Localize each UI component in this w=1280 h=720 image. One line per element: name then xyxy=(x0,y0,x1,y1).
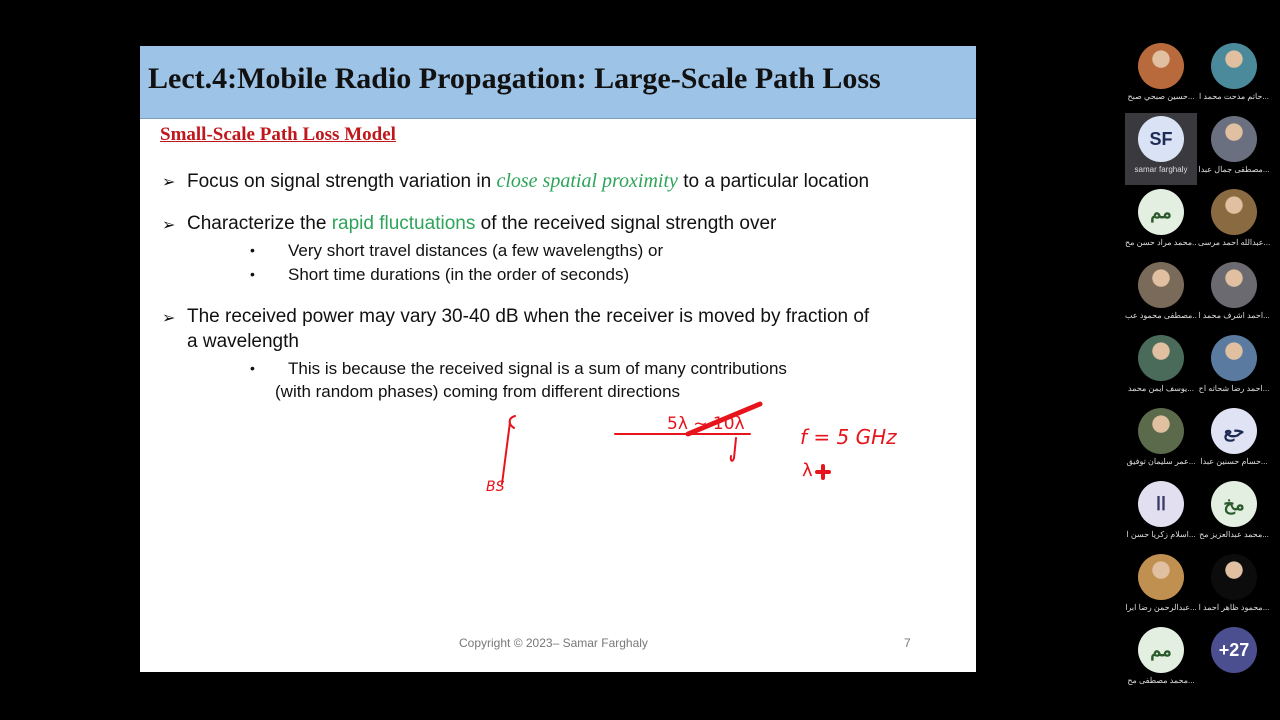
participant-tile[interactable]: حع حسام حسنين عبدا... xyxy=(1198,405,1270,477)
sub-bullet-dot: • xyxy=(250,266,255,282)
avatar-initials: مم xyxy=(1138,189,1184,235)
slide-title: Lect.4:Mobile Radio Propagation: Large-S… xyxy=(148,62,881,95)
bullet-1-text: Focus on signal strength variation in xyxy=(187,171,497,192)
participant-tile[interactable]: عبدالرحمن رضا ابرا... xyxy=(1125,551,1197,623)
participant-name: حاتم مدحت محمد ا... xyxy=(1198,92,1270,101)
participant-name: اسلام زكريا حسن ا... xyxy=(1126,530,1196,539)
sub-bullet-dot: • xyxy=(250,360,255,376)
avatar xyxy=(1138,262,1184,308)
participant-tile[interactable]: يوسف ايمن محمد... xyxy=(1125,332,1197,404)
participant-name: عمر سليمان توفيق... xyxy=(1126,457,1196,466)
participant-tile[interactable]: محمود ظاهر احمد ا... xyxy=(1198,551,1270,623)
ink-strike xyxy=(685,401,763,437)
avatar xyxy=(1138,335,1184,381)
avatar-initials: SF xyxy=(1138,116,1184,162)
avatar-initials: اا xyxy=(1138,481,1184,527)
presentation-slide: Lect.4:Mobile Radio Propagation: Large-S… xyxy=(140,46,976,672)
avatar xyxy=(1211,262,1257,308)
bullet-arrow-icon: ➢ xyxy=(162,310,176,327)
slide-page-number: 7 xyxy=(904,636,911,650)
ink-range-label: 5λ ~ 10λ xyxy=(667,414,745,434)
avatar xyxy=(1211,116,1257,162)
sub-bullet-1: Very short travel distances (a few wavel… xyxy=(288,241,664,260)
avatar-initials: حع xyxy=(1211,408,1257,454)
bullet-1-highlight: close spatial proximity xyxy=(496,170,678,192)
bullet-2: Characterize the rapid fluctuations of t… xyxy=(187,213,776,235)
participant-name: يوسف ايمن محمد... xyxy=(1128,384,1194,393)
title-bar: Lect.4:Mobile Radio Propagation: Large-S… xyxy=(140,46,976,119)
sub-bullet-3-cont: (with random phases) coming from differe… xyxy=(275,382,681,401)
participant-tile[interactable]: حاتم مدحت محمد ا... xyxy=(1198,40,1270,112)
ink-bs-label: BS xyxy=(486,479,505,495)
participants-panel: حسين صبحي صبح... حاتم مدحت محمد ا... SF sam… xyxy=(1120,40,1280,700)
participant-name: عبدالله احمد مرسى... xyxy=(1198,238,1270,247)
slide-footer: Copyright © 2023– Samar Farghaly xyxy=(459,636,648,650)
more-count-badge: +27 xyxy=(1211,627,1257,673)
more-participants-button[interactable]: +27 xyxy=(1198,624,1270,696)
participant-name: محمد مراد حسن مح... xyxy=(1125,238,1197,247)
sub-bullet-2: Short time durations (in the order of se… xyxy=(288,265,630,284)
participant-name: محمد مصطفى مح... xyxy=(1127,676,1195,685)
ink-lambda-label: λ xyxy=(802,460,813,481)
bullet-arrow-icon: ➢ xyxy=(162,217,176,234)
participant-tile[interactable]: مخ محمد عبدالعزيز مح... xyxy=(1198,478,1270,550)
slide-subtitle: Small-Scale Path Loss Model xyxy=(160,124,396,145)
participant-name: محمود ظاهر احمد ا... xyxy=(1198,603,1270,612)
bullet-3-line-1: The received power may vary 30-40 dB whe… xyxy=(187,306,870,327)
ink-frequency-label: f = 5 GHz xyxy=(800,425,897,449)
participant-name: احمد اشرف محمد ا... xyxy=(1198,311,1270,320)
sub-bullet-3: This is because the received signal is a… xyxy=(288,359,787,378)
participant-tile[interactable]: SF samar farghaly xyxy=(1125,113,1197,185)
participant-name: عبدالرحمن رضا ابرا... xyxy=(1125,603,1197,612)
participant-tile[interactable]: مصطفى محمود عب... xyxy=(1125,259,1197,331)
pen-cursor-icon xyxy=(815,464,831,480)
avatar xyxy=(1211,189,1257,235)
participant-name: احمد رضا شحاته اح... xyxy=(1198,384,1270,393)
bullet-2-highlight: rapid fluctuations xyxy=(331,213,476,234)
participant-tile[interactable]: احمد رضا شحاته اح... xyxy=(1198,332,1270,404)
participant-tile[interactable]: حسين صبحي صبح... xyxy=(1125,40,1197,112)
participant-tile[interactable]: احمد اشرف محمد ا... xyxy=(1198,259,1270,331)
avatar-initials: مم xyxy=(1138,627,1184,673)
avatar xyxy=(1138,554,1184,600)
participant-tile[interactable]: عبدالله احمد مرسى... xyxy=(1198,186,1270,258)
participant-name: محمد عبدالعزيز مح... xyxy=(1199,530,1269,539)
ink-distance-line xyxy=(614,433,751,462)
bullet-3-line-2: a wavelength xyxy=(187,331,299,352)
avatar xyxy=(1211,43,1257,89)
participant-tile[interactable]: اا اسلام زكريا حسن ا... xyxy=(1125,478,1197,550)
handwritten-annotations: BS 5λ ~ 10λ f = 5 GHz λ xyxy=(486,401,897,495)
participant-tile[interactable]: مصطفى جمال عبدا... xyxy=(1198,113,1270,185)
participant-name: مصطفى جمال عبدا... xyxy=(1198,165,1270,174)
avatar xyxy=(1211,554,1257,600)
participant-name: حسام حسنين عبدا... xyxy=(1200,457,1268,466)
bullet-2-text: Characterize the xyxy=(187,213,332,234)
bullet-arrow-icon: ➢ xyxy=(162,174,176,191)
participant-tile[interactable]: مم محمد مراد حسن مح... xyxy=(1125,186,1197,258)
ink-antenna xyxy=(501,415,516,485)
participant-tile[interactable]: مم محمد مصطفى مح... xyxy=(1125,624,1197,696)
sub-bullet-dot: • xyxy=(250,242,255,258)
avatar xyxy=(1138,408,1184,454)
avatar xyxy=(1211,335,1257,381)
avatar xyxy=(1138,43,1184,89)
participant-tile[interactable]: عمر سليمان توفيق... xyxy=(1125,405,1197,477)
participant-name: حسين صبحي صبح... xyxy=(1127,92,1195,101)
bullet-2-text-end: of the received signal strength over xyxy=(475,213,777,234)
avatar-initials: مخ xyxy=(1211,481,1257,527)
bullet-1-text-end: to a particular location xyxy=(677,171,870,192)
participant-name: مصطفى محمود عب... xyxy=(1125,311,1197,320)
bullet-1: Focus on signal strength variation in cl… xyxy=(187,170,869,193)
participant-name: samar farghaly xyxy=(1134,165,1188,174)
